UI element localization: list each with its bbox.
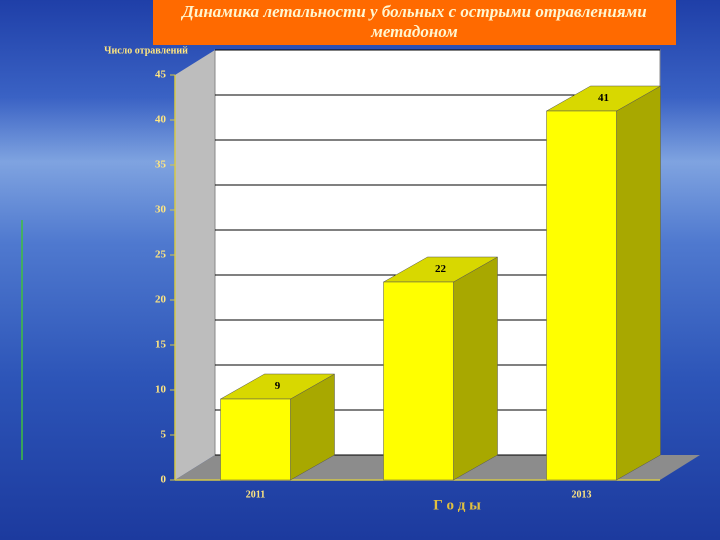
y-tick-label: 25 — [155, 249, 167, 261]
y-tick-label: 20 — [155, 294, 167, 306]
value-label: 41 — [598, 92, 609, 104]
bar — [220, 398, 291, 481]
chart-title: Динамика летальности у больных с острыми… — [153, 0, 676, 45]
y-tick-label: 45 — [155, 69, 167, 81]
x-tick-label: 2011 — [246, 489, 265, 500]
value-label: 9 — [275, 380, 281, 392]
y-tick-label: 15 — [155, 339, 167, 351]
y-tick-label: 30 — [155, 204, 167, 216]
bar — [383, 281, 454, 481]
y-tick-label: 10 — [155, 384, 167, 396]
bar-side — [453, 256, 498, 481]
side-wall — [175, 50, 215, 480]
bar-side — [616, 85, 661, 481]
y-axis-label: Число отравлений — [104, 45, 188, 56]
bar — [546, 110, 617, 481]
y-tick-label: 0 — [161, 474, 167, 486]
y-tick-label: 40 — [155, 114, 167, 126]
x-tick-label: 2013 — [572, 489, 592, 500]
y-tick-label: 5 — [161, 429, 167, 441]
y-tick-label: 35 — [155, 159, 167, 171]
value-label: 22 — [435, 263, 447, 275]
x-axis-label: Г о д ы — [433, 497, 481, 513]
